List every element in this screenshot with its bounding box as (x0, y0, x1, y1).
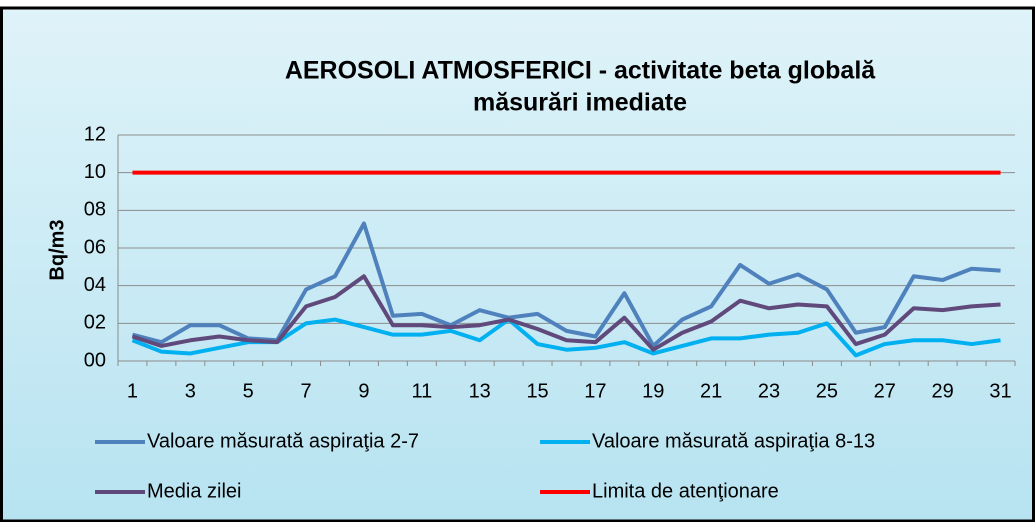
x-tick-label: 1 (127, 380, 138, 402)
x-tick-label: 17 (584, 380, 606, 402)
chart-subtitle: măsurări imediate (473, 89, 687, 117)
chart-background (0, 6, 1035, 523)
legend-label: Limita de atenţionare (592, 480, 779, 502)
y-tick-label: 02 (84, 312, 106, 334)
x-tick-label: 27 (874, 380, 896, 402)
y-tick-label: 12 (84, 123, 106, 145)
x-tick-label: 29 (932, 380, 954, 402)
series-line (131, 274, 1001, 352)
y-tick-label: 08 (84, 199, 106, 221)
chart-title: AEROSOLI ATMOSFERICI - activitate beta g… (285, 57, 876, 85)
x-tick-label: 15 (526, 380, 548, 402)
y-tick-label: 06 (84, 236, 106, 258)
y-tick-label: 10 (84, 161, 106, 183)
x-tick-label: 21 (700, 380, 722, 402)
x-tick-label: 23 (758, 380, 780, 402)
y-tick-label: 04 (84, 274, 106, 296)
x-tick-label: 11 (411, 380, 432, 402)
legend-label: Valoare măsurată aspiraţia 2-7 (147, 430, 419, 452)
x-tick-label: 19 (642, 380, 664, 402)
y-axis-label: Bq/m3 (46, 219, 68, 280)
y-tick-label: 00 (84, 349, 106, 371)
legend-label: Media zilei (147, 480, 241, 502)
x-tick-label: 3 (185, 380, 196, 402)
x-tick-label: 25 (816, 380, 838, 402)
x-tick-label: 13 (469, 380, 491, 402)
x-tick-label: 7 (301, 380, 312, 402)
legend-label: Valoare măsurată aspiraţia 8-13 (592, 430, 875, 452)
x-tick-label: 31 (989, 380, 1011, 402)
x-tick-label: 9 (358, 380, 369, 402)
x-tick-label: 5 (243, 380, 254, 402)
